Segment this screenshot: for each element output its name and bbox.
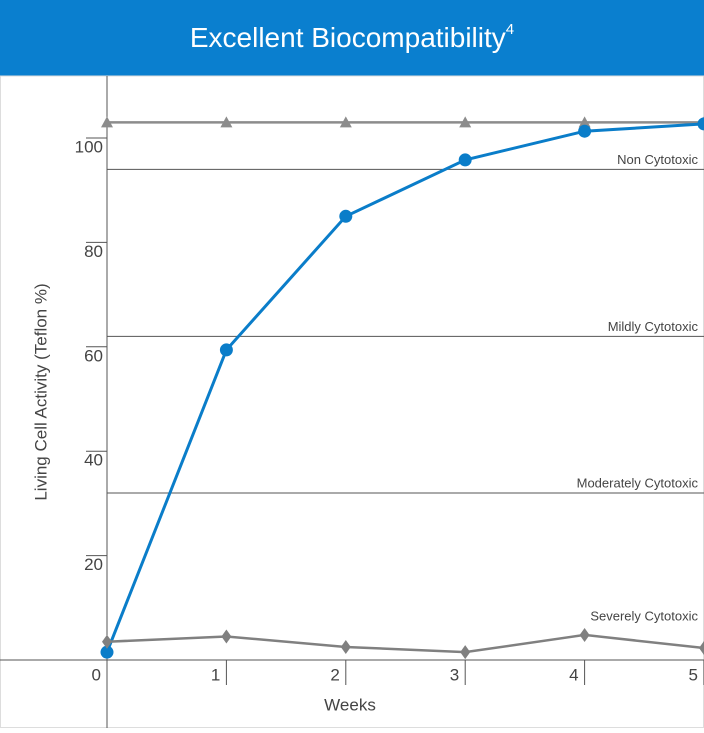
y-tick-label: 60	[84, 346, 103, 365]
threshold-label: Mildly Cytotoxic	[608, 319, 699, 334]
point	[459, 153, 472, 166]
point	[341, 640, 351, 654]
threshold-label: Non Cytotoxic	[617, 152, 698, 167]
threshold-label: Severely Cytotoxic	[590, 608, 698, 623]
x-tick-label: 3	[450, 665, 459, 684]
title-superscript: 4	[506, 21, 514, 38]
x-tick-label: 1	[211, 665, 220, 684]
point	[339, 210, 352, 223]
y-axis-label: Living Cell Activity (Teflon %)	[31, 283, 50, 500]
x-tick-label: 4	[569, 665, 578, 684]
series-line	[107, 635, 704, 652]
x-tick-label: 0	[92, 665, 101, 684]
title-text: Excellent Biocompatibility	[190, 22, 506, 53]
x-axis-label: Weeks	[324, 695, 376, 714]
point	[460, 645, 470, 659]
y-tick-label: 100	[75, 137, 103, 156]
point	[580, 628, 590, 642]
point	[699, 641, 704, 655]
x-tick-label: 5	[689, 665, 698, 684]
chart-title: Excellent Biocompatibility4	[190, 21, 514, 53]
threshold-label: Moderately Cytotoxic	[577, 475, 699, 490]
point	[578, 125, 591, 138]
point	[698, 117, 704, 130]
frame	[1, 76, 704, 728]
point	[220, 343, 233, 356]
point	[221, 630, 231, 644]
series-line	[107, 124, 704, 652]
x-tick-label: 2	[330, 665, 339, 684]
y-tick-label: 20	[84, 555, 103, 574]
y-tick-label: 80	[84, 242, 103, 261]
y-tick-label: 40	[84, 451, 103, 470]
